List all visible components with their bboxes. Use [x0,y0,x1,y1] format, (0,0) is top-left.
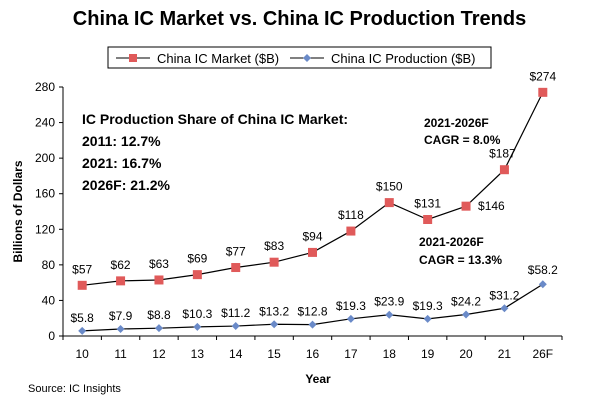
y-tick-label: 240 [35,116,55,130]
data-point [77,280,87,290]
x-tick-label: 11 [114,347,127,361]
data-point [462,310,471,319]
data-point [346,314,355,323]
x-tick-label: 18 [383,347,397,361]
data-point [346,226,356,236]
legend-label-1: China IC Production ($B) [331,51,476,66]
data-point [423,314,432,323]
x-axis-title: Year [305,372,331,386]
data-label: $94 [302,229,322,243]
data-label: $7.9 [109,309,133,323]
data-point [154,275,164,285]
x-tick-label: 13 [191,347,205,361]
source-note: Source: IC Insights [28,383,121,395]
x-tick-label: 26F [532,347,553,361]
data-point [116,276,126,286]
data-point [270,320,279,329]
data-point [192,270,202,280]
data-label: $83 [264,239,284,253]
data-point [116,324,125,333]
y-tick-label: 120 [35,222,55,236]
y-tick-label: 200 [35,151,55,165]
x-tick-label: 14 [229,347,243,361]
data-label: $31.2 [489,288,519,302]
data-label: $12.8 [297,305,327,319]
data-label: $24.2 [451,294,481,308]
data-label: $274 [529,69,556,83]
production-cagr-annotation: 2021-2026F [419,235,484,249]
share-annotation-line: 2026F: 21.2% [82,177,170,193]
data-point [461,201,471,211]
x-tick-label: 16 [306,347,320,361]
data-label: $8.8 [147,308,171,322]
data-point [231,322,240,331]
data-label: $77 [226,245,246,259]
data-label: $11.2 [221,306,250,320]
data-point [308,247,317,257]
data-point [500,304,509,313]
chart-title: China IC Market vs. China IC Production … [72,8,527,30]
x-tick-label: 21 [498,347,512,361]
production-cagr-annotation: CAGR = 13.3% [419,253,502,267]
share-annotation-line: 2021: 16.7% [82,155,162,171]
y-tick-label: 280 [35,80,55,94]
data-point [308,320,317,329]
legend-label-0: China IC Market ($B) [157,51,279,66]
data-label: $187 [489,147,516,161]
x-tick-label: 10 [76,347,90,361]
data-label: $13.2 [259,304,289,318]
data-label: $10.3 [182,307,212,321]
y-tick-label: 160 [35,187,55,201]
data-label: $62 [111,258,131,272]
data-point [154,324,163,333]
data-point [538,280,547,289]
market-cagr-annotation: 2021-2026F [424,116,489,130]
data-label: $19.3 [336,299,366,313]
data-point [423,215,433,225]
y-tick-label: 80 [42,258,56,272]
data-label: $57 [72,262,92,276]
data-point [193,322,202,331]
x-tick-label: 19 [421,347,435,361]
share-annotation-line: 2011: 12.7% [82,133,161,149]
y-axis-title: Billions of Dollars [11,160,25,262]
data-point [231,263,241,273]
data-label: $146 [478,199,505,213]
data-point [78,326,87,335]
data-label: $58.2 [528,263,558,277]
data-label: $63 [149,257,169,271]
data-point [385,310,394,319]
x-tick-label: 12 [152,347,166,361]
market-cagr-annotation: CAGR = 8.0% [424,133,501,147]
legend-marker-1 [303,54,311,62]
data-label: $131 [414,197,441,211]
y-tick-label: 0 [48,329,55,343]
data-label: $118 [338,208,364,222]
y-tick-label: 40 [42,293,56,307]
data-point [499,165,509,175]
legend-marker-0 [129,54,137,62]
data-point [538,87,548,97]
x-tick-label: 15 [267,347,281,361]
data-point [384,198,394,208]
x-tick-label: 20 [459,347,473,361]
share-annotation-title: IC Production Share of China IC Market: [82,111,348,127]
data-point [269,257,279,267]
data-label: $150 [376,180,403,194]
data-label: $69 [187,252,207,266]
data-label: $19.3 [413,299,443,313]
data-label: $23.9 [374,295,404,309]
data-label: $5.8 [71,311,95,325]
x-tick-label: 17 [344,347,358,361]
